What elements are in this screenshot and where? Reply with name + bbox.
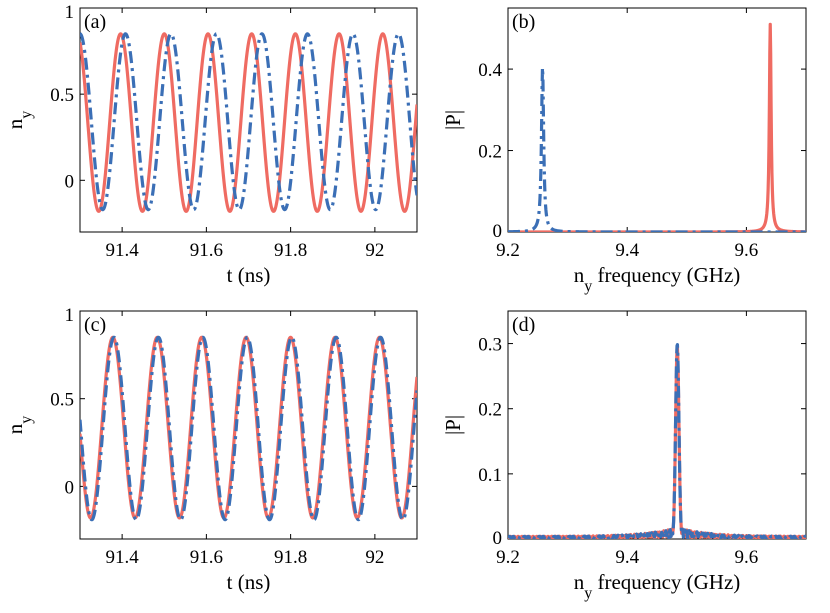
x-tick-label: 91.6: [190, 240, 223, 261]
x-axis-label-pre: n: [574, 263, 585, 287]
series-dashdot-line-b: [508, 66, 806, 232]
x-axis-label-post: frequency (GHz): [592, 570, 740, 594]
y-tick-label: 1: [65, 305, 75, 326]
y-tick-label: 0.1: [478, 465, 502, 486]
y-tick-label: 0: [493, 528, 503, 549]
y-tick-label: 0.5: [50, 390, 74, 411]
x-axis-label: ny frequency (GHz): [574, 263, 741, 295]
series-solid-line-b: [508, 22, 806, 232]
x-tick-label: 92: [365, 547, 384, 568]
y-tick-label: 1: [65, 2, 75, 23]
y-tick-label: 0: [65, 477, 75, 498]
y-axis-label-main: n: [3, 118, 27, 129]
panel-a: 91.4 91.6 91.8 92 0 0.5 1 t (ns) ny (a): [3, 2, 418, 287]
y-tick-label: 0.4: [478, 60, 502, 81]
x-axis-label-sub: y: [584, 278, 592, 295]
x-tick-label: 9.4: [615, 240, 639, 261]
y-axis-label: ny: [3, 111, 35, 130]
y-tick-label: 0: [493, 221, 503, 242]
y-tick-label: 0.2: [478, 400, 502, 421]
y-tick-label: 0.5: [50, 85, 74, 106]
series-solid-line-a: [80, 32, 417, 213]
panel-label-b: (b): [512, 11, 535, 33]
axes-box-b: [507, 7, 807, 233]
y-axis-label-sub: y: [18, 416, 35, 424]
x-tick-label: 9.6: [735, 240, 759, 261]
x-axis-label-sub: y: [584, 585, 592, 602]
plot-area-a: [80, 32, 417, 213]
series-dashdot-line-d: [508, 342, 806, 539]
series-solid-line-d: [508, 346, 806, 539]
y-axis-label-sub: y: [18, 111, 35, 119]
plot-area-c: [80, 335, 417, 522]
y-axis-label: |P|: [441, 110, 465, 130]
y-axis-label: |P|: [441, 415, 465, 435]
x-tick-label: 92: [365, 240, 384, 261]
x-tick-label: 9.2: [496, 547, 520, 568]
x-tick-label: 91.4: [106, 240, 140, 261]
x-tick-label: 91.8: [274, 547, 307, 568]
y-axis-label: ny: [3, 416, 35, 435]
x-axis-label: ny frequency (GHz): [574, 570, 741, 602]
x-tick-label: 91.8: [274, 240, 307, 261]
x-tick-label: 9.6: [735, 547, 759, 568]
x-axis-label-pre: n: [574, 570, 585, 594]
panel-c: 91.4 91.6 91.8 92 0 0.5 1 t (ns) ny (c): [3, 305, 418, 594]
y-tick-label: 0.2: [478, 142, 502, 163]
series-dashdot-line-c: [80, 335, 417, 522]
x-axis-label-post: frequency (GHz): [592, 263, 740, 287]
panel-d: 9.2 9.4 9.6 0 0.1 0.2 0.3 ny frequency (GHz) |P|…: [441, 310, 807, 602]
plot-area-d: [508, 342, 806, 539]
x-tick-label: 9.2: [496, 240, 520, 261]
x-tick-label: 9.4: [615, 547, 639, 568]
series-solid-line-c: [80, 335, 417, 520]
plot-area-b: [508, 22, 806, 232]
x-axis-label: t (ns): [227, 263, 271, 287]
panel-label-d: (d): [512, 314, 535, 336]
y-tick-label: 0.3: [478, 335, 502, 356]
x-tick-label: 91.6: [190, 547, 223, 568]
panel-label-a: (a): [84, 11, 106, 33]
y-axis-label-main: n: [3, 423, 27, 434]
axes-box-d: [507, 310, 807, 540]
x-tick-label: 91.4: [106, 547, 140, 568]
x-axis-label: t (ns): [227, 570, 271, 594]
panel-label-c: (c): [84, 314, 106, 336]
y-tick-label: 0: [65, 171, 75, 192]
panel-b: 9.2 9.4 9.6 0 0.2 0.4 ny frequency (GHz) |P| (b): [441, 7, 807, 295]
